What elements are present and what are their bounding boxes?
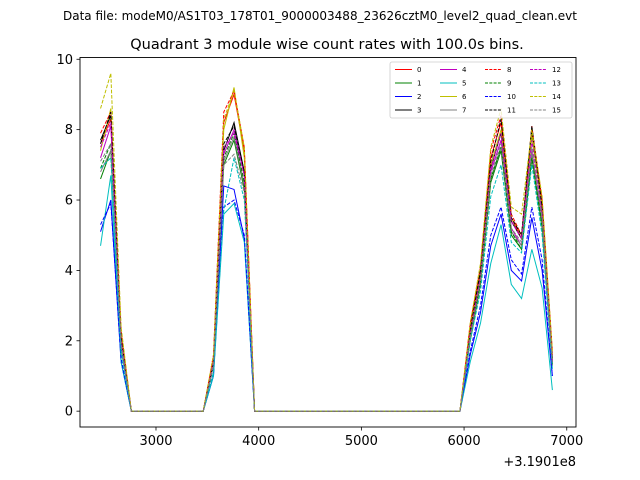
series-line-3	[100, 115, 553, 412]
x-tick-label: 7000	[550, 434, 583, 449]
legend-label-6: 6	[462, 93, 467, 101]
axes-frame	[79, 57, 577, 428]
x-offset-label: +3.1901e8	[503, 455, 576, 470]
legend-label-1: 1	[417, 80, 421, 88]
y-tick-label: 2	[65, 334, 73, 349]
chart-title: Quadrant 3 module wise count rates with …	[130, 37, 524, 53]
legend-label-12: 12	[552, 66, 561, 74]
series-line-4	[100, 125, 553, 412]
legend-label-3: 3	[417, 107, 421, 115]
series-line-7	[100, 134, 553, 412]
y-tick-label: 0	[65, 405, 73, 420]
x-tick-label: 6000	[448, 434, 481, 449]
legend-label-7: 7	[462, 107, 466, 115]
x-tick-label: 4000	[242, 434, 275, 449]
y-tick-label: 10	[56, 53, 73, 68]
x-tick-label: 3000	[139, 434, 172, 449]
series-line-15	[100, 142, 553, 412]
legend-label-4: 4	[462, 66, 467, 74]
series-line-0	[100, 92, 553, 412]
legend-label-13: 13	[552, 80, 561, 88]
legend-label-0: 0	[417, 66, 421, 74]
y-tick-label: 8	[65, 123, 73, 138]
series-line-9	[100, 131, 553, 412]
legend-box	[389, 61, 573, 119]
y-axis: 0 2 4 6 8 10	[56, 53, 80, 420]
y-tick-label: 6	[65, 194, 73, 209]
legend-label-2: 2	[417, 93, 421, 101]
x-axis: 3000 4000 5000 6000 7000	[139, 427, 583, 449]
series-line-14	[100, 73, 553, 412]
legend-label-10: 10	[507, 93, 516, 101]
legend-label-5: 5	[462, 80, 466, 88]
legend-label-11: 11	[507, 107, 516, 115]
legend-label-9: 9	[507, 80, 511, 88]
series-line-12	[100, 122, 553, 412]
legend-label-15: 15	[552, 107, 561, 115]
x-tick-label: 5000	[345, 434, 378, 449]
series-line-11	[100, 111, 553, 412]
legend-label-14: 14	[552, 93, 561, 101]
suptitle: Data file: modeM0/AS1T03_178T01_90000034…	[63, 9, 577, 23]
legend-label-8: 8	[507, 66, 511, 74]
y-tick-label: 4	[65, 264, 73, 279]
plot-area	[100, 73, 553, 412]
series-line-5	[100, 175, 553, 412]
